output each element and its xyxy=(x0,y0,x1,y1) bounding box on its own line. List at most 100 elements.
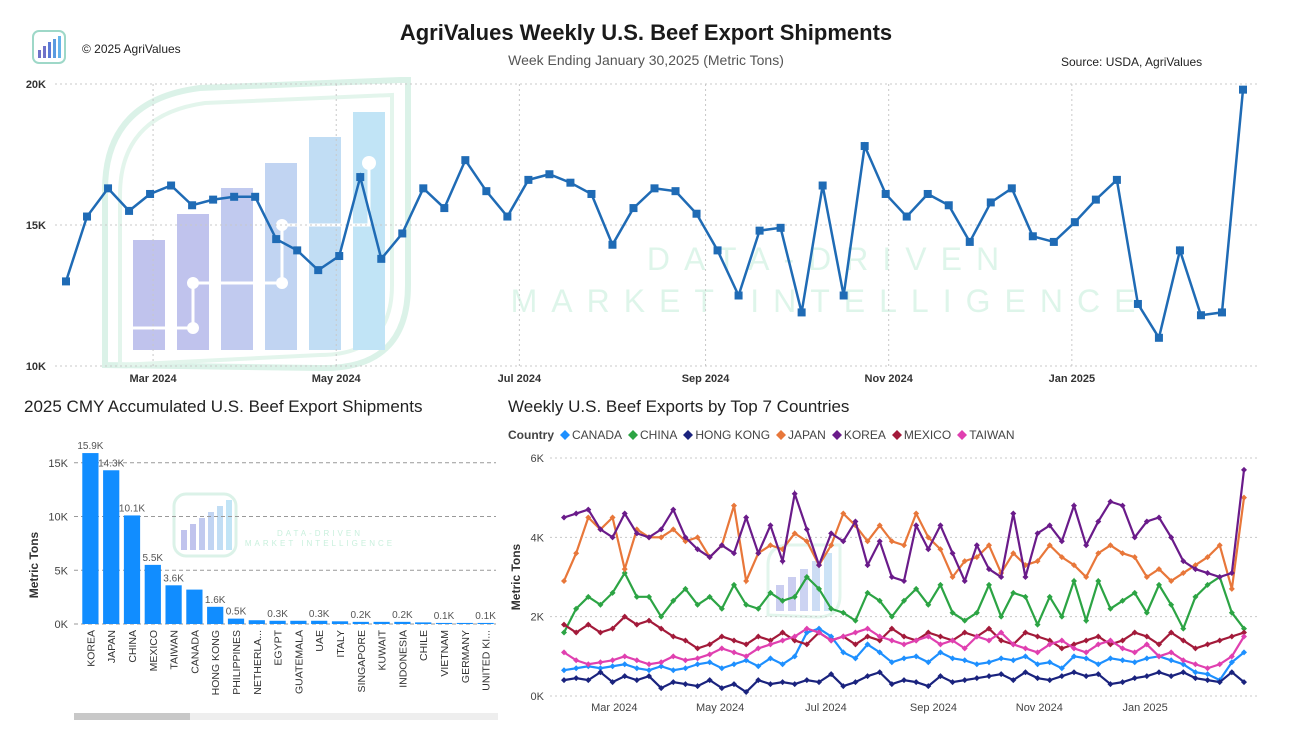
series-point-japan xyxy=(1107,542,1114,549)
series-point-japan xyxy=(840,510,847,517)
series-point-canada xyxy=(779,661,786,668)
series-point-korea xyxy=(1131,534,1138,541)
series-point-mexico xyxy=(791,637,798,644)
series-point-hong-kong xyxy=(573,675,580,682)
weekly-data-point xyxy=(797,308,806,317)
weekly-data-point xyxy=(839,291,848,300)
series-point-mexico xyxy=(573,629,580,636)
series-point-canada xyxy=(621,661,628,668)
bar-united-ki- xyxy=(477,622,494,624)
series-point-korea xyxy=(1216,574,1223,580)
bar-category-label: INDONESIA xyxy=(397,630,409,688)
series-point-china xyxy=(913,585,920,592)
series-point-taiwan xyxy=(731,649,737,656)
legend-item-korea[interactable]: KOREA xyxy=(831,428,886,442)
series-point-hong-kong xyxy=(1241,679,1247,686)
watermark-text-line2: MARKET INTELLIGENCE xyxy=(511,283,1150,319)
series-point-taiwan xyxy=(585,661,592,668)
bar-chart-scrollbar[interactable] xyxy=(74,713,498,720)
series-point-mexico xyxy=(731,637,737,644)
weekly-data-point xyxy=(608,240,617,249)
series-point-china xyxy=(609,589,616,596)
series-point-korea xyxy=(1022,574,1029,580)
series-point-hong-kong xyxy=(658,685,665,692)
series-point-mexico xyxy=(718,633,725,640)
series-point-japan xyxy=(585,514,592,521)
series-point-mexico xyxy=(633,621,640,628)
weekly-data-point xyxy=(419,184,428,193)
weekly-data-point xyxy=(356,173,365,182)
series-point-china xyxy=(1143,609,1150,616)
series-point-china xyxy=(1204,581,1211,588)
series-point-canada xyxy=(573,665,580,672)
series-point-taiwan xyxy=(1228,653,1235,660)
series-point-canada xyxy=(1107,655,1114,662)
mini-x-tick-label: May 2024 xyxy=(696,702,744,714)
legend-item-canada[interactable]: CANADA xyxy=(560,428,622,442)
legend-diamond-icon xyxy=(628,430,639,440)
country-exports-line-chart[interactable]: Metric Tons 0K 2K 4K 6K Mar 2024 May 2024 Jul … xyxy=(500,445,1292,720)
series-point-mexico xyxy=(706,641,713,648)
bar-japan xyxy=(103,470,120,624)
series-point-hong-kong xyxy=(1119,679,1126,686)
bar-data-label: 14.3K xyxy=(98,458,124,469)
series-point-mexico xyxy=(585,621,592,628)
legend-item-taiwan[interactable]: TAIWAN xyxy=(957,428,1015,442)
series-point-japan xyxy=(1241,494,1247,501)
weekly-data-point xyxy=(923,189,932,198)
mini-y-tick-label: 0K xyxy=(531,691,545,703)
series-point-hong-kong xyxy=(1131,675,1138,682)
series-point-hong-kong xyxy=(1071,669,1077,676)
legend-item-japan[interactable]: JAPAN xyxy=(776,428,826,442)
weekly-data-point xyxy=(272,235,281,244)
series-point-china xyxy=(1180,625,1187,632)
top-x-tick-label: May 2024 xyxy=(312,373,362,385)
series-point-mexico xyxy=(1071,641,1077,648)
series-point-taiwan xyxy=(876,633,883,640)
legend-item-china[interactable]: CHINA xyxy=(628,428,677,442)
weekly-shipments-chart[interactable]: DATA-DRIVEN MARKET INTELLIGENCE 10K 15K 20… xyxy=(0,70,1292,388)
bar-philippines xyxy=(227,618,245,624)
series-point-taiwan xyxy=(609,657,616,664)
series-point-japan xyxy=(694,534,701,541)
series-point-korea xyxy=(1180,558,1187,565)
series-point-hong-kong xyxy=(743,689,750,696)
series-point-taiwan xyxy=(573,657,580,664)
series-point-korea xyxy=(1156,514,1162,521)
legend-item-hong-kong[interactable]: HONG KONG xyxy=(683,428,770,442)
weekly-data-point xyxy=(671,187,680,196)
series-point-korea xyxy=(1083,542,1090,549)
series-point-korea xyxy=(585,506,592,513)
series-point-canada xyxy=(1034,661,1041,668)
series-point-japan xyxy=(937,546,944,553)
series-point-japan xyxy=(658,534,665,541)
series-point-korea xyxy=(658,526,665,533)
weekly-data-point xyxy=(713,246,722,255)
series-point-taiwan xyxy=(998,629,1005,636)
series-point-canada xyxy=(1168,657,1175,664)
series-point-hong-kong xyxy=(1058,673,1065,680)
legend-item-mexico[interactable]: MEXICO xyxy=(891,428,951,442)
bar-category-label: KUWAIT xyxy=(377,629,389,670)
series-point-mexico xyxy=(1228,633,1235,640)
accumulated-shipments-bar-chart[interactable]: DATA-DRIVEN MARKET INTELLIGENCE Metric T… xyxy=(0,440,500,710)
series-point-japan xyxy=(1216,542,1223,549)
series-point-mexico xyxy=(1095,633,1102,640)
series-point-china xyxy=(1192,593,1199,600)
series-point-korea xyxy=(670,506,677,513)
series-point-korea xyxy=(1071,502,1077,509)
scrollbar-thumb[interactable] xyxy=(74,713,190,720)
series-point-hong-kong xyxy=(621,673,628,680)
series-point-korea xyxy=(694,546,701,553)
series-point-taiwan xyxy=(646,661,652,668)
bar-category-label: UNITED KI... xyxy=(481,630,493,691)
series-point-taiwan xyxy=(743,653,750,660)
bar-mexico xyxy=(144,564,161,624)
series-point-japan xyxy=(925,534,932,541)
series-point-japan xyxy=(791,530,798,537)
top-x-tick-label: Mar 2024 xyxy=(130,373,178,385)
weekly-data-point xyxy=(1239,85,1247,94)
weekly-data-point xyxy=(734,291,743,300)
weekly-data-point xyxy=(755,226,764,235)
bar-y-tick-label: 10K xyxy=(48,512,68,524)
